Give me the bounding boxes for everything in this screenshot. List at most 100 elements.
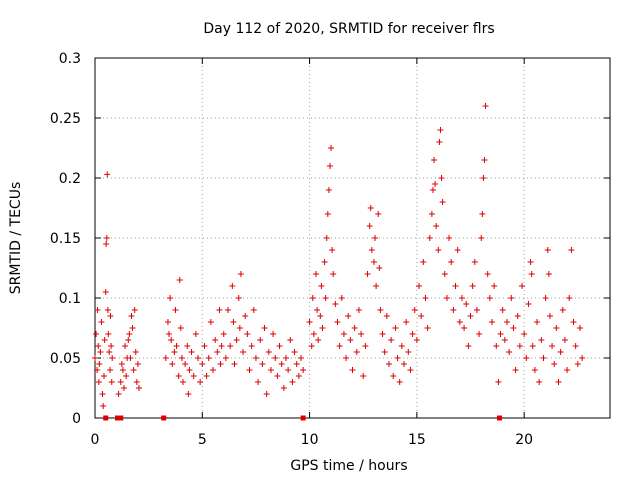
data-point <box>285 367 292 373</box>
data-point <box>392 325 399 331</box>
data-point <box>179 379 186 385</box>
data-point <box>469 283 476 289</box>
data-point <box>364 271 371 277</box>
data-point <box>413 337 420 343</box>
data-point <box>376 265 383 271</box>
data-point <box>203 373 210 379</box>
data-point <box>210 367 217 373</box>
data-point <box>377 307 384 313</box>
data-point <box>411 307 418 313</box>
data-point <box>435 247 442 253</box>
data-point <box>349 367 356 373</box>
data-point <box>334 319 341 325</box>
data-point <box>270 331 277 337</box>
data-point <box>396 379 403 385</box>
data-point <box>372 235 379 241</box>
data-point <box>482 103 489 109</box>
data-point <box>176 277 183 283</box>
data-point <box>501 337 508 343</box>
data-point <box>478 235 485 241</box>
data-point <box>171 349 178 355</box>
data-point <box>321 259 328 265</box>
data-point <box>471 259 478 265</box>
data-point <box>497 331 504 337</box>
y-tick-label: 0 <box>72 411 81 427</box>
data-point <box>135 385 142 391</box>
data-point <box>314 307 321 313</box>
data-point <box>549 343 556 349</box>
data-point <box>318 283 325 289</box>
data-point <box>465 343 472 349</box>
data-point <box>291 349 298 355</box>
data-point <box>388 337 395 343</box>
data-point <box>97 349 104 355</box>
x-axis-label: GPS time / hours <box>290 458 407 474</box>
data-point <box>499 307 506 313</box>
data-point <box>109 355 116 361</box>
data-point <box>217 361 224 367</box>
data-point <box>167 295 174 301</box>
data-point <box>261 325 268 331</box>
data-point <box>178 355 185 361</box>
data-point <box>367 205 374 211</box>
data-point <box>570 319 577 325</box>
data-point <box>257 337 264 343</box>
data-point <box>119 367 126 373</box>
data-point <box>394 355 401 361</box>
data-point <box>330 271 337 277</box>
data-point <box>129 325 136 331</box>
data-point <box>207 319 214 325</box>
data-point <box>100 403 107 409</box>
data-point <box>315 337 322 343</box>
data-point <box>105 331 112 337</box>
data-point <box>373 283 380 289</box>
data-point <box>98 319 105 325</box>
data-point <box>506 349 513 355</box>
data-point <box>92 355 98 361</box>
data-point <box>95 343 102 349</box>
data-point <box>190 373 197 379</box>
data-point <box>108 379 115 385</box>
data-point <box>555 379 562 385</box>
data-point <box>432 181 439 187</box>
data-point <box>424 325 431 331</box>
data-point <box>441 271 448 277</box>
data-point <box>323 235 330 241</box>
data-point <box>379 331 386 337</box>
data-point <box>319 325 326 331</box>
data-point <box>450 307 457 313</box>
data-point <box>94 367 101 373</box>
data-point <box>317 313 324 319</box>
data-point <box>289 379 296 385</box>
data-point <box>246 367 253 373</box>
data-point <box>272 355 279 361</box>
data-point <box>293 361 300 367</box>
data-point <box>456 319 463 325</box>
axis-ticks: 0 0.05 0.1 0.15 0.2 0.25 0.3 0 5 10 15 20 <box>50 51 610 448</box>
data-point <box>439 199 446 205</box>
data-point <box>313 271 320 277</box>
data-point <box>493 343 500 349</box>
data-point <box>103 241 110 247</box>
data-point <box>355 307 362 313</box>
data-point <box>192 331 199 337</box>
data-point <box>416 283 423 289</box>
data-point <box>205 355 212 361</box>
data-point <box>566 295 573 301</box>
data-point <box>448 259 455 265</box>
x-tick-label: 20 <box>515 432 533 448</box>
data-point <box>118 361 125 367</box>
data-point <box>128 313 135 319</box>
data-point <box>579 355 586 361</box>
data-point <box>519 283 526 289</box>
data-point <box>438 175 445 181</box>
data-point <box>218 343 225 349</box>
data-point <box>220 331 227 337</box>
x-tick-label: 10 <box>301 432 319 448</box>
data-point <box>166 331 173 337</box>
data-point <box>375 211 382 217</box>
data-point <box>229 283 236 289</box>
data-point <box>233 337 240 343</box>
data-point <box>358 331 365 337</box>
